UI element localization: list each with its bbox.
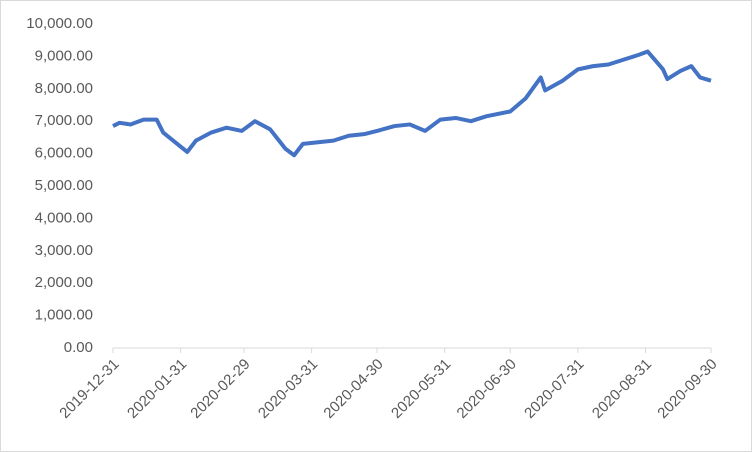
y-tick-label: 5,000.00	[35, 177, 93, 194]
y-tick-label: 3,000.00	[35, 242, 93, 259]
y-tick-label: 6,000.00	[35, 145, 93, 162]
y-tick-label: 9,000.00	[35, 47, 93, 64]
y-tick-label: 10,000.00	[26, 15, 93, 32]
y-tick-label: 8,000.00	[35, 80, 93, 97]
line-series	[112, 49, 712, 158]
y-tick-label: 0.00	[64, 339, 93, 356]
y-tick-label: 2,000.00	[35, 274, 93, 291]
y-tick-label: 1,000.00	[35, 307, 93, 324]
y-tick-label: 4,000.00	[35, 209, 93, 226]
y-tick-label: 7,000.00	[35, 112, 93, 129]
